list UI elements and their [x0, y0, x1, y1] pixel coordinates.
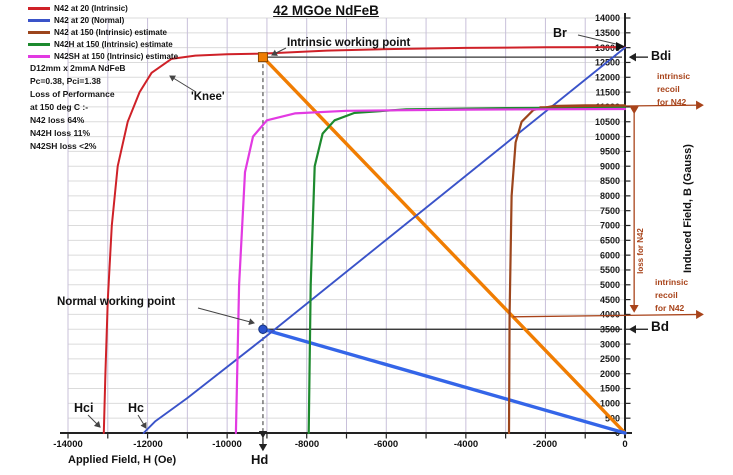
- intrinsic-working-point-marker: [257, 52, 268, 63]
- legend-label: N42SH at 150 (Intrinsic) estimate: [54, 51, 179, 61]
- curve-n42-at-20-normal-: [142, 46, 626, 434]
- x-tick-label: -14000: [53, 439, 83, 450]
- y-tick-label: 8500: [600, 176, 620, 186]
- curve-n42-at-150-intrinsic-estimate: [507, 104, 627, 435]
- curve-n42sh-at-150-intrinsic-estimate: [234, 107, 627, 435]
- legend-swatch: [28, 18, 50, 22]
- bdi-label: Bdi: [651, 49, 672, 63]
- curve-n42-at-20-intrinsic-: [102, 46, 626, 434]
- y-tick-label: 4000: [600, 310, 620, 320]
- normal-working-point-marker: [258, 324, 268, 334]
- y-tick-label: 3000: [600, 339, 620, 349]
- y-tick-label: 1500: [600, 384, 620, 394]
- br-pointer-line: [577, 34, 617, 45]
- normal-load-line: [261, 327, 627, 435]
- knee-label: 'Knee': [191, 91, 225, 103]
- y-tick-label: 9500: [600, 147, 620, 157]
- intrinsic-recoil-bottom-label: intrinsic recoil for N42: [655, 277, 689, 313]
- intrinsic-wp-pointer-arrow: [271, 47, 287, 56]
- x-tick-label: -10000: [212, 439, 242, 450]
- y-tick-label: 11500: [595, 87, 620, 97]
- normal-wp-pointer-arrow: [197, 307, 255, 326]
- info-line: D12mm x 2mmA NdFeB: [30, 63, 126, 73]
- y-tick-label: 6000: [600, 250, 620, 260]
- hc-pointer-arrow: [137, 414, 147, 429]
- intrinsic-recoil-top-line: [539, 100, 704, 110]
- intrinsic-recoil-bottom-line: [512, 309, 704, 320]
- legend-swatch: [28, 30, 50, 34]
- chart-title: 42 MGOe NdFeB: [273, 3, 379, 18]
- info-line: N42SH loss <2%: [30, 141, 97, 151]
- x-axis-title: Applied Field, H (Oe): [68, 454, 177, 466]
- legend-swatch: [28, 54, 50, 58]
- hc-label: Hc: [128, 401, 144, 415]
- intrinsic-load-line: [261, 55, 627, 435]
- y-tick-label: 7500: [600, 206, 620, 216]
- legend-item: N42H at 150 (Intrinsic) estimate: [28, 38, 178, 50]
- y-tick-label: 7000: [600, 221, 620, 231]
- x-tick-label: -8000: [294, 439, 320, 450]
- legend-swatch: [28, 42, 50, 46]
- y-tick-label: 8000: [600, 191, 620, 201]
- y-tick-label: 13500: [595, 28, 620, 38]
- y-tick-label: 1000: [600, 399, 620, 409]
- info-line: Loss of Performance: [30, 89, 115, 99]
- loss-for-n42-label: loss for N42: [636, 228, 645, 274]
- y-tick-label: 12000: [595, 72, 620, 82]
- info-block: D12mm x 2mmA NdFeB Pc=0.38, Pci=1.38 Los…: [30, 63, 126, 154]
- y-axis-title: Induced Field, B (Gauss): [682, 144, 694, 273]
- knee-pointer-arrow: [169, 75, 197, 93]
- hd-label: Hd: [251, 452, 269, 467]
- y-tick-label: 9000: [600, 161, 620, 171]
- intrinsic-recoil-top-label: intrinsic recoil for N42: [657, 71, 691, 107]
- info-line: Pc=0.38, Pci=1.38: [30, 76, 101, 86]
- hci-pointer-arrow: [87, 414, 101, 428]
- x-tick-label: -12000: [133, 439, 163, 450]
- legend-label: N42 at 20 (Normal): [54, 15, 125, 25]
- y-tick-label: 10000: [595, 132, 620, 142]
- y-tick-label: 10500: [595, 117, 620, 127]
- intrinsic-working-point-label: Intrinsic working point: [287, 37, 411, 49]
- x-tick-label: -2000: [532, 439, 558, 450]
- legend-item: N42SH at 150 (Intrinsic) estimate: [28, 50, 178, 62]
- y-tick-label: 4500: [600, 295, 620, 305]
- hci-label: Hci: [74, 401, 94, 415]
- x-tick-label: -4000: [453, 439, 479, 450]
- legend-item: N42 at 150 (Intrinsic) estimate: [28, 26, 178, 38]
- info-line: at 150 deg C :-: [30, 102, 89, 112]
- legend-item: N42 at 20 (Intrinsic): [28, 2, 178, 14]
- legend-label: N42H at 150 (Intrinsic) estimate: [54, 39, 173, 49]
- y-tick-label: 2500: [600, 354, 620, 364]
- y-tick-label: 2000: [600, 369, 620, 379]
- y-tick-label: 6500: [600, 236, 620, 246]
- legend-label: N42 at 20 (Intrinsic): [54, 3, 128, 13]
- info-line: N42H loss 11%: [30, 128, 91, 138]
- y-tick-label: 5000: [600, 280, 620, 290]
- legend-label: N42 at 150 (Intrinsic) estimate: [54, 27, 167, 37]
- legend-swatch: [28, 6, 50, 10]
- y-tick-label: 14000: [595, 13, 620, 23]
- bd-label: Bd: [651, 319, 669, 334]
- x-tick-label: -6000: [373, 439, 399, 450]
- br-end-arrow: [616, 42, 625, 51]
- legend-item: N42 at 20 (Normal): [28, 14, 178, 26]
- legend: N42 at 20 (Intrinsic) N42 at 20 (Normal)…: [28, 2, 178, 62]
- y-tick-label: 5500: [600, 265, 620, 275]
- x-tick-label: 0: [622, 439, 628, 450]
- br-label: Br: [553, 26, 567, 40]
- info-line: N42 loss 64%: [30, 115, 85, 125]
- normal-working-point-label: Normal working point: [57, 296, 176, 308]
